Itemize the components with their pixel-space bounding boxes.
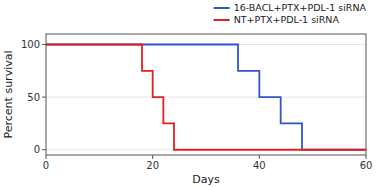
y-tick (42, 44, 46, 45)
legend-label: 16-BACL+PTX+PDL-1 siRNA (234, 2, 367, 13)
legend-swatch (214, 7, 230, 9)
x-tick (152, 155, 153, 159)
y-tick-label: 0 (34, 144, 40, 155)
x-tick (259, 155, 260, 159)
x-tick-label: 40 (253, 160, 266, 171)
chart-container: 0 50 100 0 20 40 60 Days Percent survival 16-BACL… (0, 0, 378, 187)
axes: 0 50 100 0 20 40 60 (21, 34, 372, 171)
y-tick (42, 97, 46, 98)
plot-area (46, 45, 366, 150)
legend-label: NT+PTX+PDL-1 siRNA (234, 14, 340, 25)
y-tick (42, 149, 46, 150)
legend: 16-BACL+PTX+PDL-1 siRNANT+PTX+PDL-1 siRN… (214, 2, 367, 25)
y-grid-line (46, 97, 366, 98)
y-axis-label: Percent survival (2, 51, 15, 139)
x-tick (46, 155, 47, 159)
survival-line (46, 45, 366, 150)
chart: 0 50 100 0 20 40 60 Days Percent survival 16-BACL… (0, 0, 378, 187)
x-tick-label: 60 (360, 160, 373, 171)
y-tick-label: 50 (27, 92, 40, 103)
survival-line (46, 45, 366, 150)
y-tick-label: 100 (21, 39, 40, 50)
plot-frame (46, 34, 366, 155)
x-tick-label: 20 (146, 160, 159, 171)
x-tick-label: 0 (43, 160, 49, 171)
x-axis-label: Days (192, 173, 220, 186)
legend-swatch (214, 19, 230, 21)
x-tick (366, 155, 367, 159)
